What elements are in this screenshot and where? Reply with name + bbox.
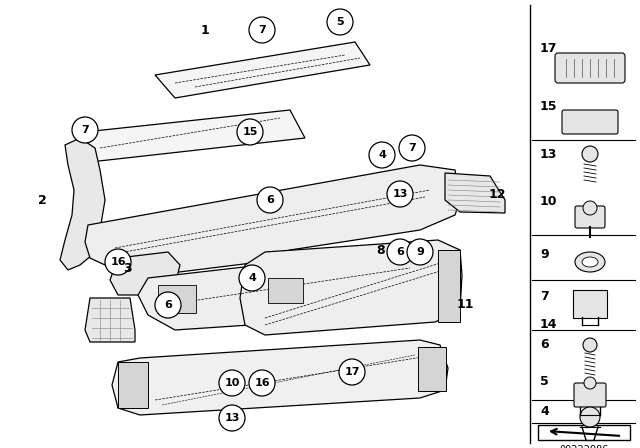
Polygon shape xyxy=(240,240,462,335)
Circle shape xyxy=(237,119,263,145)
Text: 7: 7 xyxy=(81,125,89,135)
Polygon shape xyxy=(112,340,448,415)
Text: 6: 6 xyxy=(266,195,274,205)
Circle shape xyxy=(249,17,275,43)
Circle shape xyxy=(105,249,131,275)
Text: 4: 4 xyxy=(378,150,386,160)
Text: 5: 5 xyxy=(540,375,548,388)
Polygon shape xyxy=(85,298,135,342)
Text: 17: 17 xyxy=(344,367,360,377)
Polygon shape xyxy=(75,110,305,162)
Circle shape xyxy=(387,239,413,265)
Bar xyxy=(158,285,196,313)
Circle shape xyxy=(72,117,98,143)
Circle shape xyxy=(257,187,283,213)
Text: 4: 4 xyxy=(248,273,256,283)
Bar xyxy=(438,250,460,322)
Text: 9: 9 xyxy=(416,247,424,257)
Polygon shape xyxy=(60,138,105,270)
Text: 7: 7 xyxy=(258,25,266,35)
Polygon shape xyxy=(85,165,460,275)
FancyBboxPatch shape xyxy=(574,383,606,407)
Text: 1: 1 xyxy=(200,23,209,36)
FancyBboxPatch shape xyxy=(573,290,607,318)
Text: 6: 6 xyxy=(540,338,548,351)
Circle shape xyxy=(369,142,395,168)
Text: 6: 6 xyxy=(396,247,404,257)
Text: 12: 12 xyxy=(488,189,506,202)
FancyBboxPatch shape xyxy=(562,110,618,134)
Circle shape xyxy=(339,359,365,385)
Text: 9: 9 xyxy=(540,248,548,261)
FancyBboxPatch shape xyxy=(555,53,625,83)
Polygon shape xyxy=(155,42,370,98)
Ellipse shape xyxy=(575,252,605,272)
Polygon shape xyxy=(445,173,505,213)
Circle shape xyxy=(580,407,600,427)
Bar xyxy=(538,425,630,440)
Text: 17: 17 xyxy=(540,42,557,55)
Text: 8: 8 xyxy=(377,244,385,257)
Text: 16: 16 xyxy=(110,257,126,267)
Text: 14: 14 xyxy=(540,318,557,331)
Text: 00222986: 00222986 xyxy=(559,445,609,448)
Circle shape xyxy=(219,370,245,396)
Circle shape xyxy=(219,405,245,431)
Circle shape xyxy=(387,181,413,207)
Circle shape xyxy=(239,265,265,291)
Ellipse shape xyxy=(582,257,598,267)
Text: 4: 4 xyxy=(540,405,548,418)
Circle shape xyxy=(584,377,596,389)
Circle shape xyxy=(399,135,425,161)
Text: 13: 13 xyxy=(540,148,557,161)
Bar xyxy=(118,362,148,408)
Text: 5: 5 xyxy=(336,17,344,27)
Text: 13: 13 xyxy=(392,189,408,199)
Circle shape xyxy=(155,292,181,318)
Circle shape xyxy=(249,370,275,396)
Text: 6: 6 xyxy=(164,300,172,310)
Text: 7: 7 xyxy=(540,290,548,303)
Text: 10: 10 xyxy=(540,195,557,208)
Text: 11: 11 xyxy=(456,298,474,311)
Text: 16: 16 xyxy=(254,378,270,388)
Text: 15: 15 xyxy=(243,127,258,137)
Circle shape xyxy=(582,146,598,162)
Text: 10: 10 xyxy=(224,378,240,388)
Polygon shape xyxy=(138,252,428,330)
Bar xyxy=(268,278,303,303)
FancyBboxPatch shape xyxy=(575,206,605,228)
Circle shape xyxy=(583,201,597,215)
Text: 3: 3 xyxy=(124,262,132,275)
Text: 7: 7 xyxy=(408,143,416,153)
Text: 15: 15 xyxy=(540,100,557,113)
Text: 2: 2 xyxy=(38,194,46,207)
Circle shape xyxy=(407,239,433,265)
Text: 13: 13 xyxy=(224,413,240,423)
Bar xyxy=(418,347,446,391)
Polygon shape xyxy=(110,252,180,295)
Circle shape xyxy=(583,338,597,352)
Circle shape xyxy=(327,9,353,35)
